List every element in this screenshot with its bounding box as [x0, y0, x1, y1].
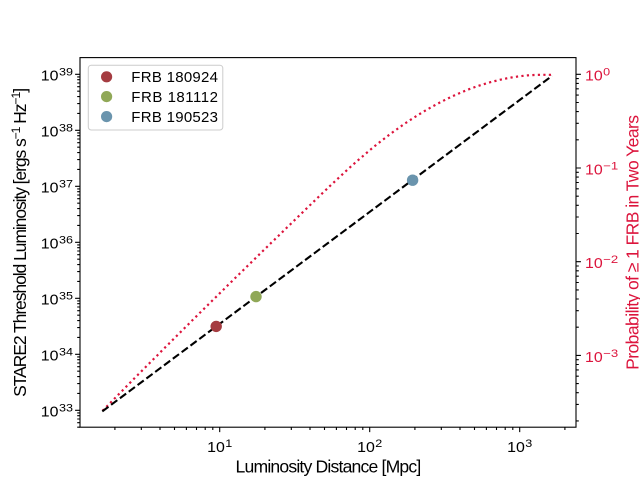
- svg-text:100: 100: [585, 67, 610, 85]
- svg-text:101: 101: [207, 438, 232, 456]
- svg-text:1039: 1039: [41, 66, 73, 84]
- svg-text:1033: 1033: [41, 402, 73, 420]
- svg-text:1037: 1037: [41, 178, 73, 196]
- svg-text:FRB 181112: FRB 181112: [131, 89, 218, 106]
- svg-text:103: 103: [507, 438, 532, 456]
- svg-text:FRB 180924: FRB 180924: [131, 69, 218, 86]
- svg-text:Luminosity Distance [Mpc]: Luminosity Distance [Mpc]: [236, 457, 422, 477]
- svg-text:10−2: 10−2: [585, 254, 618, 272]
- svg-text:FRB 190523: FRB 190523: [131, 109, 218, 126]
- svg-text:1034: 1034: [41, 346, 73, 364]
- svg-text:STARE2 Threshold Luminosity [e: STARE2 Threshold Luminosity [ergs s−1 Hz…: [9, 88, 30, 397]
- svg-text:1035: 1035: [41, 290, 73, 308]
- svg-text:1036: 1036: [41, 234, 73, 252]
- svg-text:10−3: 10−3: [585, 348, 618, 366]
- svg-text:102: 102: [357, 438, 382, 456]
- svg-text:Probability of ≥ 1 FRB in Two: Probability of ≥ 1 FRB in Two Years: [623, 115, 640, 370]
- svg-text:10−1: 10−1: [585, 160, 618, 178]
- svg-text:1038: 1038: [41, 122, 73, 140]
